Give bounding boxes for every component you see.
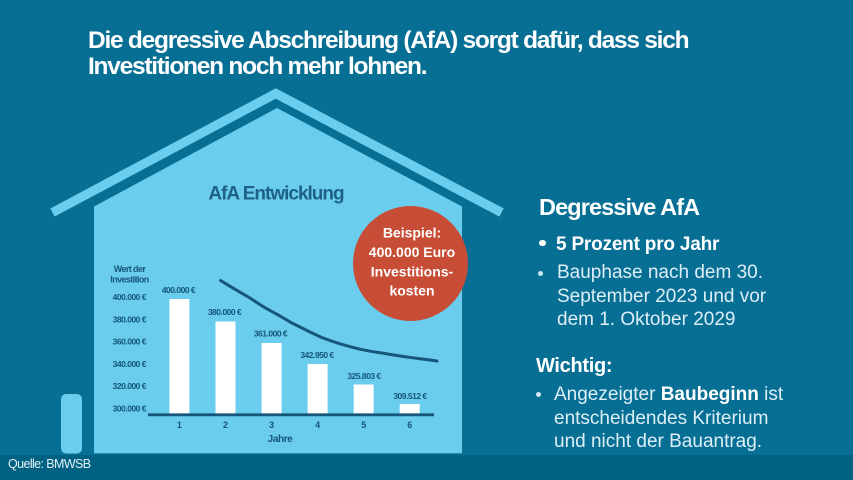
svg-text:3: 3 [269, 420, 274, 430]
svg-text:Jahre: Jahre [268, 434, 294, 445]
svg-text:320.000 €: 320.000 € [113, 381, 147, 391]
svg-text:340.000 €: 340.000 € [113, 359, 147, 369]
svg-text:300.000 €: 300.000 € [113, 404, 147, 414]
svg-text:AfA Entwicklung: AfA Entwicklung [208, 184, 344, 205]
svg-text:Beispiel:: Beispiel: [383, 225, 441, 241]
svg-text:5: 5 [361, 420, 366, 430]
svg-text:kosten: kosten [389, 283, 434, 299]
svg-text:400.000 €: 400.000 € [113, 292, 147, 302]
svg-text:342.950 €: 342.950 € [300, 350, 334, 360]
svg-text:361.000 €: 361.000 € [254, 328, 288, 338]
svg-text:6: 6 [407, 420, 412, 430]
svg-text:309.512 €: 309.512 € [393, 391, 427, 401]
svg-text:Wert der: Wert der [114, 264, 147, 274]
svg-text:360.000 €: 360.000 € [113, 337, 147, 347]
svg-text:1: 1 [177, 420, 182, 430]
svg-text:400.000 €: 400.000 € [162, 285, 196, 295]
svg-text:325.803 €: 325.803 € [347, 371, 381, 381]
svg-text:Investitions-: Investitions- [371, 263, 454, 279]
svg-text:380.000 €: 380.000 € [113, 314, 147, 324]
svg-text:380.000 €: 380.000 € [208, 307, 242, 317]
svg-text:2: 2 [223, 420, 228, 430]
svg-text:4: 4 [315, 420, 320, 430]
svg-text:400.000 Euro: 400.000 Euro [369, 244, 455, 260]
svg-text:Investition: Investition [110, 275, 149, 285]
